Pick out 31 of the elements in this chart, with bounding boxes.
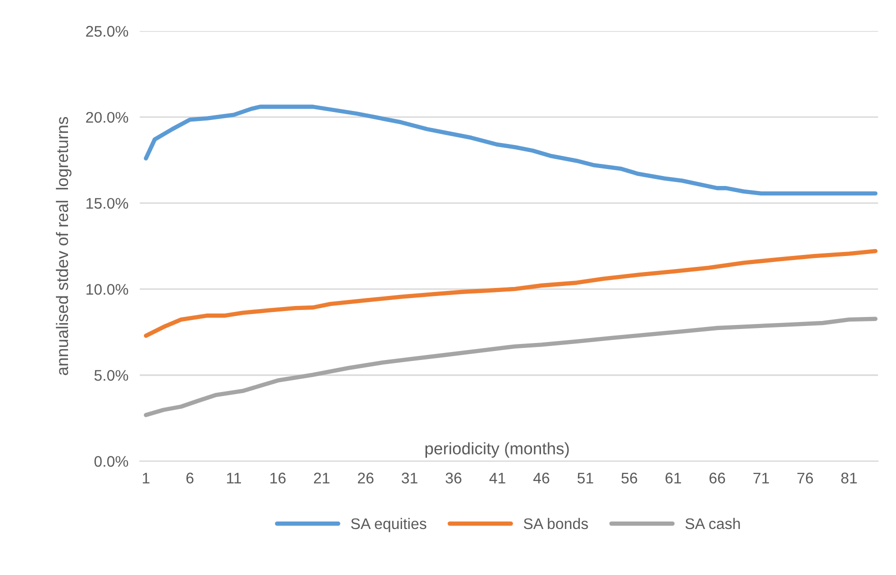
x-tick-label: 6 [186, 472, 194, 484]
y-tick-label: 5.0% [94, 370, 128, 381]
x-tick-label: 26 [358, 472, 374, 484]
line-series [144, 104, 878, 196]
line-series [144, 316, 878, 418]
y-axis-title: annualised stdev of real logreturns [56, 116, 72, 376]
x-tick-label: 71 [753, 472, 769, 484]
y-tick-label: 10.0% [86, 284, 128, 295]
legend-label: SA equities [351, 518, 426, 532]
y-tick-label: 25.0% [86, 26, 128, 37]
x-tick-label: 46 [533, 472, 550, 484]
y-tick-label: 15.0% [86, 198, 128, 209]
x-tick-label: 1 [142, 472, 150, 484]
x-tick-label: 21 [314, 472, 330, 484]
x-tick-label: 81 [841, 472, 857, 484]
x-tick-label: 61 [666, 472, 682, 484]
legend-label: SA bonds [524, 518, 588, 530]
x-tick-label: 36 [446, 472, 462, 484]
x-tick-label: 66 [710, 472, 726, 484]
x-tick-label: 51 [578, 472, 594, 484]
y-tick-label: 0.0% [94, 456, 128, 467]
line-series [144, 249, 878, 338]
x-tick-label: 56 [621, 472, 638, 484]
x-tick-label: 41 [489, 472, 506, 484]
y-tick-label: 20.0% [86, 112, 128, 123]
x-tick-label: 31 [402, 472, 418, 484]
x-axis-title: periodicity (months) [425, 442, 569, 458]
legend-label: SA cash [685, 518, 740, 530]
x-tick-label: 16 [270, 472, 286, 484]
x-tick-label: 76 [797, 472, 813, 484]
x-tick-label: 11 [227, 472, 242, 484]
